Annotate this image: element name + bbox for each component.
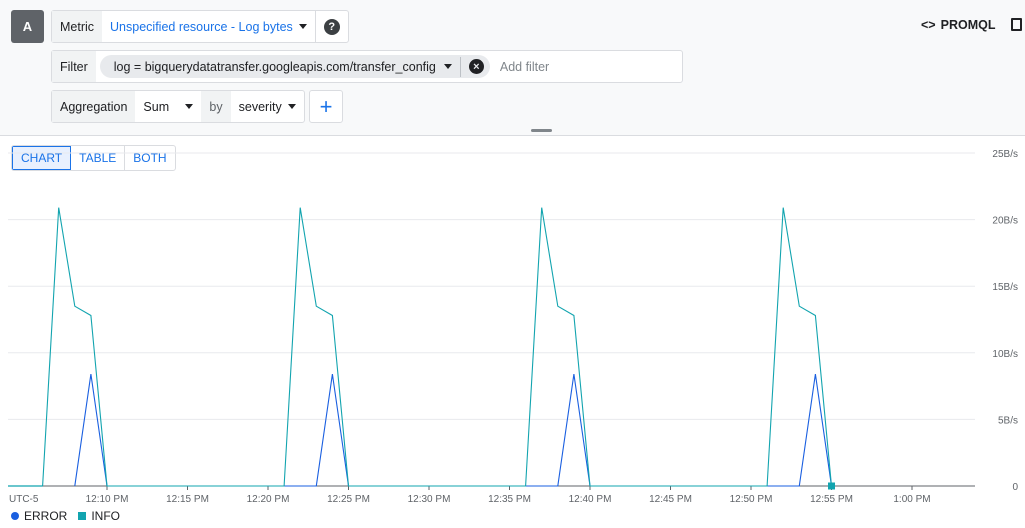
x-tick-label: 12:20 PM [247,494,290,505]
add-filter-input[interactable]: Add filter [499,59,550,74]
help-icon: ? [323,18,340,35]
chevron-down-icon [443,64,452,69]
group-by-value: severity [238,99,282,114]
tab-table[interactable]: TABLE [71,146,126,170]
y-tick-label: 5B/s [998,415,1018,426]
series-error-line [74,374,833,487]
tab-chart[interactable]: CHART [12,146,72,170]
filter-chip[interactable]: log = bigquerydatatransfer.googleapis.co… [99,55,490,78]
x-tick-label: 12:15 PM [166,494,209,505]
y-tick-label: 10B/s [992,349,1018,360]
filter-label: Filter [52,51,96,82]
legend-info-square-icon [78,512,87,520]
y-tick-label: 0 [1012,482,1018,493]
timezone-label: UTC-5 [9,494,39,505]
query-label[interactable]: A [11,10,44,43]
plus-icon: + [319,93,333,119]
filter-chip-text: log = bigquerydatatransfer.googleapis.co… [113,59,436,74]
legend: ERROR INFO [11,509,120,523]
series-info-line [42,207,833,487]
y-tick-label: 15B/s [992,282,1018,293]
x-tick-label: 12:25 PM [327,494,370,505]
metric-label: Metric [52,11,103,42]
aggregation-dropdown[interactable]: Sum [135,91,201,122]
x-tick-label: 12:55 PM [810,494,853,505]
add-button[interactable]: + [309,90,343,123]
x-tick-label: 12:40 PM [569,494,612,505]
metric-selector: Metric Unspecified resource - Log bytes … [51,10,349,43]
promql-button[interactable]: <> PROMQL [921,18,995,32]
by-label: by [201,91,231,122]
code-icon: <> [921,18,936,32]
chevron-down-icon [185,104,194,109]
help-button[interactable]: ? [314,11,348,42]
chevron-down-icon [298,24,307,29]
metric-dropdown[interactable]: Unspecified resource - Log bytes [102,11,315,42]
legend-error-label[interactable]: ERROR [24,509,68,523]
x-tick-label: 12:35 PM [488,494,531,505]
resize-handle[interactable] [531,129,552,132]
metric-value: Unspecified resource - Log bytes [110,19,293,34]
group-by-dropdown[interactable]: severity [231,91,304,122]
x-tick-label: 12:30 PM [408,494,451,505]
legend-error-dot-icon [11,512,19,520]
close-icon[interactable]: × [468,59,484,74]
filter-row: Filter log = bigquerydatatransfer.google… [51,50,683,83]
copy-icon[interactable] [1011,18,1022,31]
query-editor: A Metric Unspecified resource - Log byte… [0,0,1025,136]
x-tick-label: 12:50 PM [730,494,773,505]
tab-both[interactable]: BOTH [133,151,167,165]
view-toggle: CHART TABLE BOTH [11,145,176,171]
x-tick-label: 1:00 PM [893,494,930,505]
legend-info-label[interactable]: INFO [91,509,121,523]
chevron-down-icon [287,104,296,109]
x-tick-label: 12:10 PM [86,494,129,505]
info-last-point-marker [828,482,835,490]
chart: 0 5B/s 10B/s 15B/s 20B/s 25B/s UTC-5 12:10 PM 12… [8,149,1018,505]
aggregation-value: Sum [143,99,170,114]
promql-label: PROMQL [940,18,996,32]
y-tick-label: 25B/s [992,149,1018,160]
aggregation-row: Aggregation Sum by severity [51,90,305,123]
aggregation-label: Aggregation [52,91,136,122]
y-tick-label: 20B/s [992,216,1018,227]
x-tick-label: 12:45 PM [649,494,692,505]
